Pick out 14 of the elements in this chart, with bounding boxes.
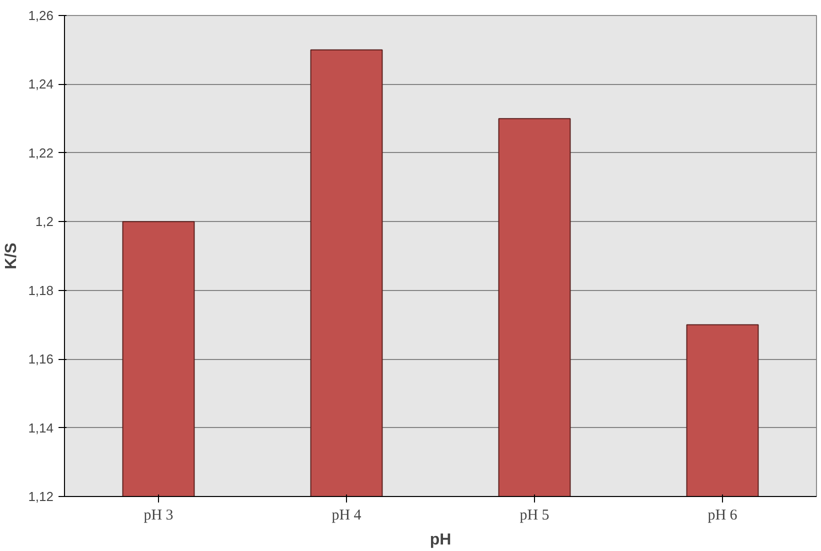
y-tick-label: 1,2 [35,214,54,230]
y-axis-title: K/S [3,242,20,270]
x-axis-title: pH [430,532,452,548]
x-tick-label: pH 3 [144,508,174,524]
y-tick-label: 1,16 [28,352,54,367]
y-tick-label: 1,26 [28,8,54,23]
y-tick-label: 1,14 [28,420,54,436]
x-tick-label: pH 6 [708,508,738,524]
y-tick-label: 1,12 [28,489,54,504]
y-tick-label: 1,22 [28,145,54,160]
y-tick-label: 1,24 [28,76,54,92]
x-tick-label: pH 4 [332,508,362,524]
x-tick-label: pH 5 [520,508,550,524]
y-tick-label: 1,18 [28,282,54,298]
